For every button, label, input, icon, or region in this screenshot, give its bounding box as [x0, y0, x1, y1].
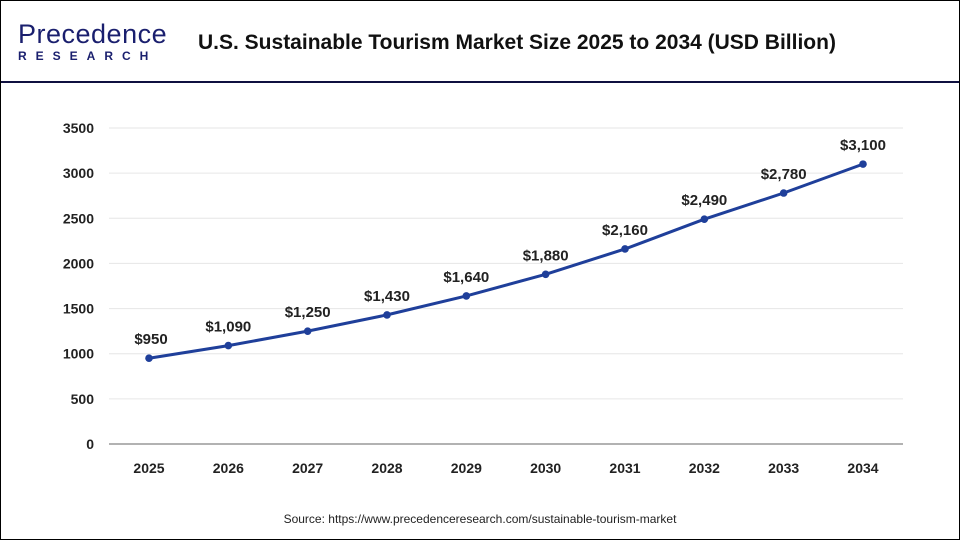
x-tick-label: 2033 [768, 460, 799, 476]
y-tick-label: 1500 [63, 301, 94, 317]
logo-line2: RESEARCH [18, 49, 158, 63]
x-tick-label: 2029 [451, 460, 482, 476]
data-label: $1,640 [443, 269, 489, 286]
x-tick-label: 2030 [530, 460, 561, 476]
data-point [383, 311, 391, 319]
data-point [303, 327, 312, 335]
data-label: $1,250 [285, 304, 331, 321]
data-label: $2,160 [602, 222, 648, 239]
source-note: Source: https://www.precedenceresearch.c… [283, 512, 677, 526]
precedence-research-logo: Precedence RESEARCH [18, 19, 168, 64]
y-tick-label: 3500 [63, 120, 94, 136]
data-point [621, 245, 629, 253]
series-line [148, 162, 864, 360]
data-point [779, 189, 788, 197]
x-tick-label: 2026 [213, 460, 244, 476]
x-tick-label: 2031 [609, 460, 640, 476]
data-point [700, 215, 709, 223]
data-label: $1,430 [364, 288, 410, 305]
y-tick-label: 3000 [63, 165, 94, 181]
y-tick-label: 2000 [63, 255, 94, 271]
y-tick-label: 500 [71, 391, 95, 407]
data-label: $3,100 [840, 137, 886, 154]
chart-title: U.S. Sustainable Tourism Market Size 202… [198, 31, 836, 54]
logo-line1: Precedence [18, 19, 168, 49]
data-label: $2,490 [681, 192, 727, 209]
data-point [541, 270, 550, 279]
data-label: $1,880 [523, 247, 569, 264]
data-label: $2,780 [761, 166, 807, 183]
data-label: $950 [134, 331, 167, 348]
y-tick-label: 1000 [63, 346, 94, 362]
data-point [859, 160, 867, 168]
header-divider [1, 81, 959, 83]
x-tick-label: 2032 [689, 460, 720, 476]
x-tick-label: 2027 [292, 460, 323, 476]
data-point [145, 354, 153, 363]
x-tick-label: 2028 [371, 460, 402, 476]
data-point [224, 341, 233, 350]
data-label: $1,090 [205, 319, 251, 336]
y-tick-label: 0 [86, 436, 94, 452]
data-point [462, 292, 471, 300]
x-tick-label: 2034 [847, 460, 878, 476]
y-tick-label: 2500 [63, 210, 94, 226]
x-tick-label: 2025 [133, 460, 164, 476]
